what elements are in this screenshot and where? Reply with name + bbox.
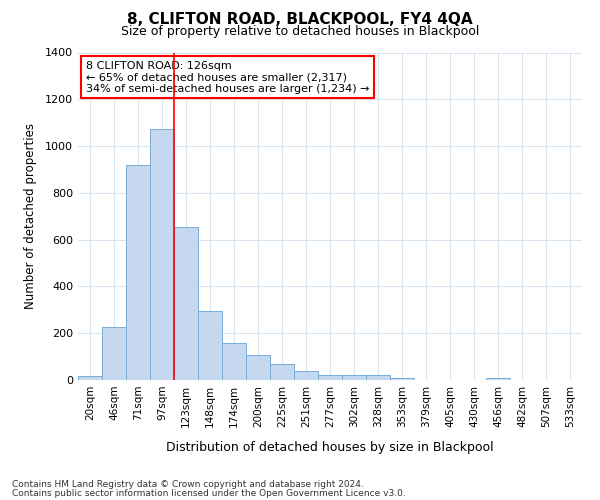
Text: Contains HM Land Registry data © Crown copyright and database right 2024.: Contains HM Land Registry data © Crown c… bbox=[12, 480, 364, 489]
Text: Contains public sector information licensed under the Open Government Licence v3: Contains public sector information licen… bbox=[12, 488, 406, 498]
Bar bbox=[318, 376, 342, 380]
Y-axis label: Number of detached properties: Number of detached properties bbox=[23, 123, 37, 309]
Bar bbox=[390, 378, 414, 380]
Bar bbox=[294, 371, 318, 380]
Text: 8 CLIFTON ROAD: 126sqm
← 65% of detached houses are smaller (2,317)
34% of semi-: 8 CLIFTON ROAD: 126sqm ← 65% of detached… bbox=[86, 60, 369, 94]
Bar bbox=[366, 376, 390, 380]
Bar bbox=[222, 342, 246, 380]
Text: 8, CLIFTON ROAD, BLACKPOOL, FY4 4QA: 8, CLIFTON ROAD, BLACKPOOL, FY4 4QA bbox=[127, 12, 473, 28]
Bar bbox=[126, 165, 150, 380]
Bar bbox=[102, 328, 126, 380]
Text: Size of property relative to detached houses in Blackpool: Size of property relative to detached ho… bbox=[121, 25, 479, 38]
Bar bbox=[78, 376, 102, 380]
Bar bbox=[486, 378, 510, 380]
Bar bbox=[174, 227, 198, 380]
Bar bbox=[270, 364, 294, 380]
Bar bbox=[246, 356, 270, 380]
X-axis label: Distribution of detached houses by size in Blackpool: Distribution of detached houses by size … bbox=[166, 441, 494, 454]
Bar bbox=[342, 376, 366, 380]
Bar bbox=[198, 311, 222, 380]
Bar bbox=[150, 128, 174, 380]
